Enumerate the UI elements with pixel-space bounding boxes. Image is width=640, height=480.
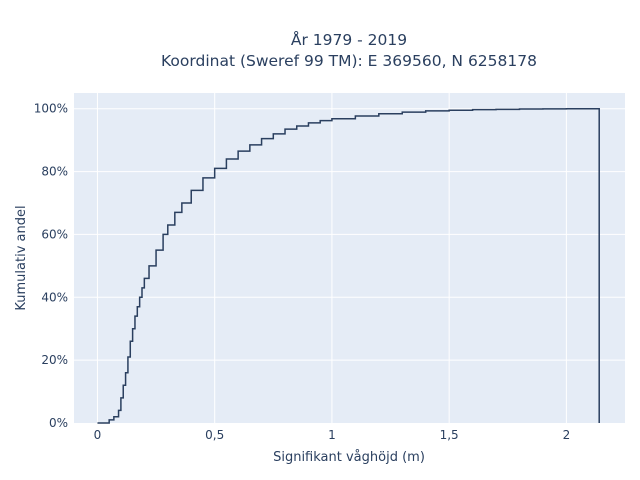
y-tick-label: 80%: [41, 165, 68, 179]
x-tick-label: 0,5: [205, 428, 224, 442]
cdf-step-line: [97, 107, 600, 424]
chart-title: År 1979 - 2019: [291, 30, 407, 49]
y-tick-label: 60%: [41, 227, 68, 241]
x-tick-label: 2: [563, 428, 571, 442]
x-tick-label: 1: [328, 428, 336, 442]
tick-labels: 0 0,5 1 1,5 20%20%40%60%80%100%: [34, 102, 571, 442]
y-tick-label: 0%: [49, 416, 68, 430]
plot-area: [74, 93, 625, 423]
x-tick-label: 1,5: [440, 428, 459, 442]
y-tick-label: 20%: [41, 353, 68, 367]
x-axis-title: Signifikant våghöjd (m): [273, 450, 425, 465]
chart-subtitle: Koordinat (Sweref 99 TM): E 369560, N 62…: [161, 52, 537, 70]
series-layer: [97, 107, 600, 424]
y-tick-label: 40%: [41, 290, 68, 304]
y-tick-label: 100%: [34, 102, 68, 116]
y-axis-title: Kumulativ andel: [14, 205, 29, 310]
x-tick-label: 0: [94, 428, 102, 442]
